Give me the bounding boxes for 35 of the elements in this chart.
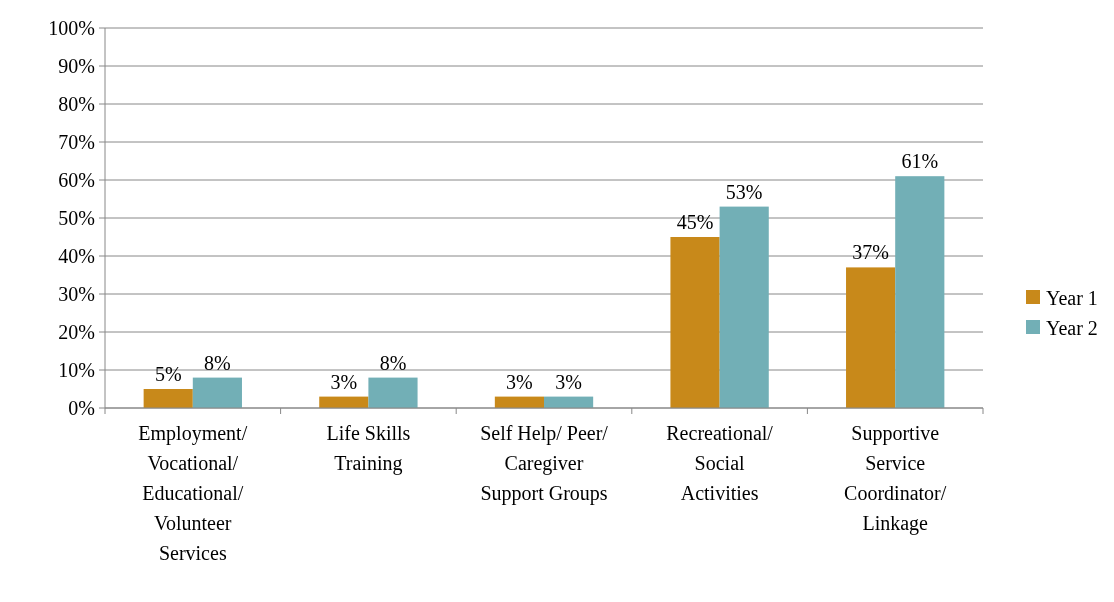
- x-tick-label: Employment/ Vocational/ Educational/ Volunteer Services: [138, 422, 248, 564]
- x-tick-label: Self Help/ Peer/ Caregiver Support Groups: [480, 422, 609, 505]
- data-label: 61%: [901, 150, 939, 173]
- legend-label: Year 2: [1046, 317, 1098, 339]
- y-tick-label: 10%: [58, 359, 95, 381]
- y-tick-label: 30%: [58, 283, 95, 305]
- y-tick-label: 90%: [58, 55, 95, 77]
- bar: [143, 389, 193, 408]
- y-tick-label: 80%: [58, 93, 95, 115]
- data-label: 3%: [506, 370, 533, 393]
- y-tick-label: 20%: [58, 321, 95, 343]
- data-label: 37%: [852, 241, 889, 264]
- data-label: 8%: [379, 351, 407, 374]
- x-tick-label: Supportive Service Coordinator/ Linkage: [844, 422, 947, 535]
- bar: [846, 267, 896, 408]
- bar: [670, 237, 720, 408]
- bar: [192, 377, 242, 408]
- y-tick-label: 70%: [58, 131, 95, 153]
- y-tick-label: 40%: [58, 245, 95, 267]
- y-tick-label: 60%: [58, 169, 95, 191]
- x-tick-label: Recreational/ Social Activities: [666, 422, 774, 504]
- data-label: 45%: [676, 211, 714, 233]
- bar: [895, 176, 945, 408]
- data-label: 3%: [555, 370, 582, 393]
- y-tick-label: 100%: [48, 17, 95, 39]
- legend-label: Year 1: [1046, 287, 1098, 309]
- y-tick-label: 0%: [68, 397, 95, 419]
- data-label: 53%: [725, 180, 763, 203]
- data-label: 8%: [204, 351, 231, 374]
- data-label: 5%: [154, 363, 182, 385]
- bar: [368, 377, 418, 408]
- x-tick-label: Life Skills Training: [326, 422, 411, 475]
- data-label: 3%: [330, 370, 358, 393]
- bar: [719, 206, 769, 408]
- y-tick-label: 50%: [58, 207, 95, 229]
